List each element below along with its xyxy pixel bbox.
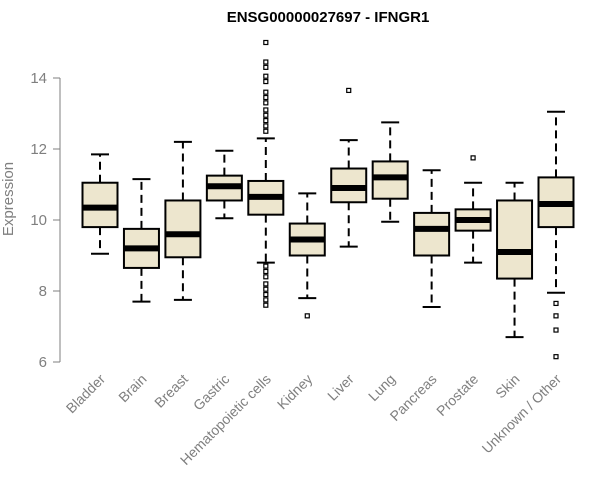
box-prostate — [454, 155, 492, 264]
x-tick-label: Kidney — [274, 371, 316, 413]
outlier-point — [263, 291, 269, 298]
outlier-point — [263, 89, 269, 95]
outlier-point — [263, 297, 269, 303]
box-breast — [164, 140, 202, 301]
y-tick-label: 14 — [30, 70, 47, 87]
outlier-point — [263, 112, 269, 118]
y-tick-label: 6 — [39, 354, 47, 371]
y-tick-label: 10 — [30, 212, 47, 229]
x-tick-label: Liver — [324, 371, 357, 404]
outlier-point — [263, 100, 269, 106]
box-lung — [371, 121, 409, 223]
box-brain — [122, 178, 160, 303]
y-tick-label: 12 — [30, 141, 47, 158]
box-hematopoietic-cells — [247, 39, 285, 308]
outlier-point — [263, 64, 269, 70]
x-tick-label: Breast — [151, 371, 191, 411]
box-gastric — [205, 149, 243, 220]
x-tick-label: Lung — [365, 371, 398, 404]
box-liver — [330, 87, 368, 248]
box-kidney — [288, 192, 326, 319]
box-bladder — [81, 153, 119, 255]
y-axis: 6 8 10 12 14 — [30, 70, 61, 371]
outlier-point — [553, 300, 559, 307]
x-tick-label: Skin — [492, 371, 523, 402]
box-series — [81, 39, 575, 360]
outlier-point — [470, 155, 476, 161]
iqr-box — [164, 199, 202, 259]
outlier-point — [263, 268, 269, 275]
outlier-point — [263, 94, 269, 101]
box-unknown-other — [537, 110, 575, 360]
y-axis-label: Expression — [0, 162, 17, 236]
outlier-point — [263, 263, 269, 269]
outlier-point — [263, 73, 269, 79]
iqr-box — [496, 199, 534, 280]
outlier-point — [263, 274, 269, 280]
y-tick-label: 8 — [39, 283, 47, 300]
x-tick-label: Unknown / Other — [479, 371, 565, 457]
outlier-point — [263, 281, 269, 287]
outlier-point — [263, 286, 269, 292]
x-tick-label: Bladder — [63, 371, 109, 417]
outlier-point — [263, 117, 269, 124]
outlier-point — [263, 107, 269, 113]
outlier-point — [263, 78, 269, 85]
x-tick-label: Brain — [115, 371, 149, 405]
outlier-point — [263, 123, 269, 129]
outlier-point — [304, 313, 310, 319]
chart-title: ENSG00000027697 - IFNGR1 — [227, 9, 430, 26]
box-skin — [496, 181, 534, 339]
outlier-point — [263, 302, 269, 308]
x-tick-label: Prostate — [433, 371, 481, 419]
outlier-point — [553, 354, 559, 360]
iqr-box — [413, 211, 451, 257]
outlier-point — [263, 59, 269, 65]
box-pancreas — [413, 169, 451, 308]
outlier-point — [553, 327, 559, 333]
outlier-point — [346, 87, 352, 94]
outlier-point — [263, 128, 269, 134]
outlier-point — [263, 39, 269, 46]
outlier-point — [553, 313, 559, 319]
